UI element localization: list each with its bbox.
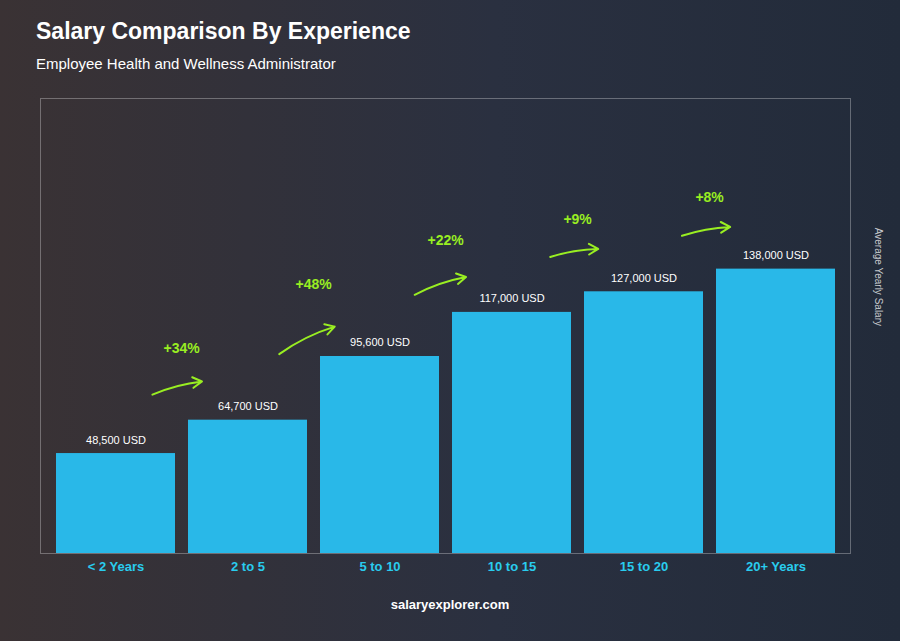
svg-text:10 to 15: 10 to 15 xyxy=(488,559,536,574)
html-text:Salary Comparison By Experienc: Salary Comparison By Experience xyxy=(36,18,411,44)
svg-text:64,700 USD: 64,700 USD xyxy=(218,400,278,412)
html-text:Employee Health and Wellness A: Employee Health and Wellness Administrat… xyxy=(36,55,336,72)
svg-text:117,000 USD: 117,000 USD xyxy=(479,292,544,304)
svg-text:+9%: +9% xyxy=(563,211,592,227)
svg-text:20+ Years: 20+ Years xyxy=(746,559,806,574)
svg-text:15 to 20: 15 to 20 xyxy=(620,559,668,574)
svg-text:+34%: +34% xyxy=(164,340,201,356)
svg-text:5 to 10: 5 to 10 xyxy=(359,559,400,574)
svg-text:2 to 5: 2 to 5 xyxy=(231,559,265,574)
svg-text:127,000 USD: 127,000 USD xyxy=(611,272,677,284)
svg-text:Average Yearly Salary: Average Yearly Salary xyxy=(873,228,884,326)
svg-text:138,000 USD: 138,000 USD xyxy=(743,249,809,261)
html-text:salaryexplorer.com: salaryexplorer.com xyxy=(390,597,510,612)
svg-text:48,500 USD: 48,500 USD xyxy=(86,434,146,446)
svg-text:+22%: +22% xyxy=(428,232,465,248)
svg-text:+8%: +8% xyxy=(695,189,724,205)
svg-text:95,600 USD: 95,600 USD xyxy=(350,336,410,348)
svg-text:< 2 Years: < 2 Years xyxy=(88,559,145,574)
svg-text:+48%: +48% xyxy=(296,276,333,292)
